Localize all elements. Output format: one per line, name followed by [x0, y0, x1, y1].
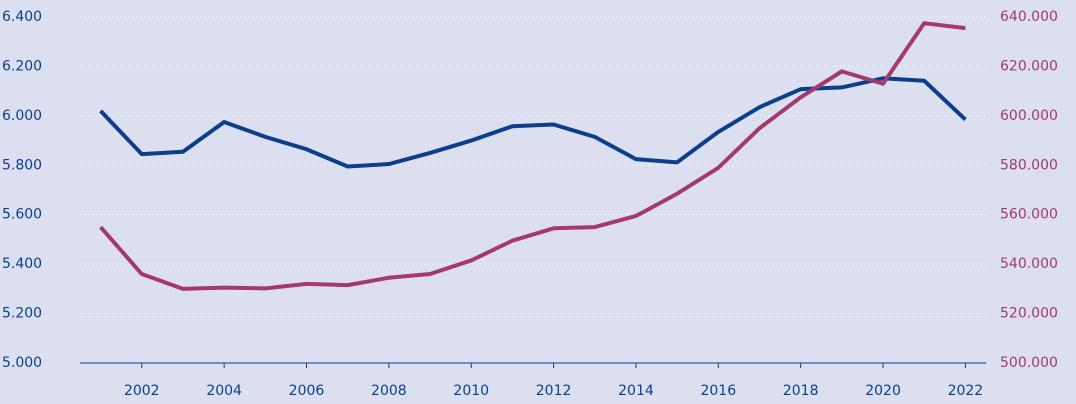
y2-tick-label: 580.000: [1000, 157, 1058, 173]
series-line: [99, 76, 967, 169]
y2-tick-label: 640.000: [1000, 9, 1058, 25]
y-tick-label: 5.800: [2, 157, 42, 173]
series-line: [99, 21, 966, 291]
y-tick-label: 5.000: [2, 355, 42, 371]
x-tick-label: 2016: [700, 383, 736, 399]
y2-tick-label: 540.000: [1000, 256, 1058, 272]
x-tick-label: 2002: [124, 383, 160, 399]
x-tick-label: 2020: [865, 383, 901, 399]
x-tick-label: 2006: [289, 383, 325, 399]
x-tick-label: 2022: [948, 383, 984, 399]
y2-tick-label: 600.000: [1000, 108, 1058, 124]
y2-tick-label: 620.000: [1000, 58, 1058, 74]
y-tick-label: 6.000: [2, 108, 42, 124]
x-tick-label: 2018: [783, 383, 819, 399]
y-tick-label: 5.400: [2, 256, 42, 272]
x-tick-label: 2012: [536, 383, 572, 399]
y-tick-label: 5.600: [2, 207, 42, 223]
y-tick-label: 5.200: [2, 306, 42, 322]
x-tick-label: 2014: [618, 383, 654, 399]
y2-tick-label: 560.000: [1000, 207, 1058, 223]
x-tick-label: 2010: [453, 383, 489, 399]
x-tick-label: 2008: [371, 383, 407, 399]
y2-tick-label: 520.000: [1000, 306, 1058, 322]
y-tick-label: 6.200: [2, 58, 42, 74]
y2-tick-label: 500.000: [1000, 355, 1058, 371]
x-tick-label: 2004: [206, 383, 242, 399]
y-tick-label: 6.400: [2, 9, 42, 25]
